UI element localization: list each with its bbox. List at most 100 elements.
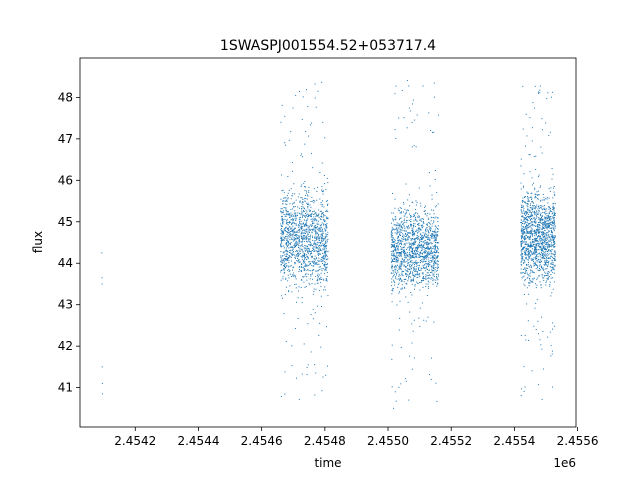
data-point — [398, 240, 400, 242]
data-point — [526, 212, 528, 214]
data-point — [401, 272, 403, 274]
data-point — [527, 220, 529, 221]
data-point — [415, 237, 417, 239]
data-point — [538, 267, 540, 269]
data-point — [326, 239, 328, 241]
data-point — [547, 336, 549, 338]
data-point — [326, 199, 328, 201]
data-point — [541, 275, 543, 277]
data-point — [317, 242, 319, 244]
data-point — [524, 221, 526, 223]
data-point — [529, 280, 531, 282]
data-point — [531, 253, 533, 255]
data-point — [306, 249, 308, 251]
data-point — [534, 262, 536, 264]
data-point — [414, 237, 416, 239]
data-point — [295, 278, 297, 280]
data-point — [306, 204, 308, 205]
data-point — [313, 222, 315, 224]
data-point — [299, 266, 301, 268]
data-point — [553, 245, 555, 247]
data-point — [520, 272, 522, 274]
data-point — [433, 245, 435, 247]
data-point — [424, 252, 426, 254]
data-point — [401, 280, 403, 282]
data-point — [536, 240, 538, 242]
data-point — [554, 234, 556, 236]
y-tick-label: 43 — [58, 298, 73, 312]
data-point — [535, 196, 537, 198]
data-point — [536, 243, 538, 245]
data-point — [308, 135, 310, 137]
data-point — [534, 252, 536, 254]
data-point — [398, 278, 400, 280]
data-point — [280, 210, 282, 212]
data-point — [530, 246, 532, 248]
data-point — [326, 226, 328, 228]
data-point — [294, 234, 296, 236]
data-point — [546, 272, 548, 274]
data-point — [548, 222, 550, 224]
data-point — [292, 275, 294, 277]
data-point — [392, 255, 394, 257]
data-point — [533, 238, 535, 240]
data-point — [542, 255, 544, 257]
data-point — [541, 398, 543, 400]
data-point — [301, 208, 303, 210]
data-point — [540, 228, 542, 230]
data-point — [531, 266, 533, 268]
data-point — [553, 254, 555, 256]
data-point — [546, 225, 548, 227]
data-point — [287, 290, 289, 292]
data-point — [427, 243, 429, 245]
data-point — [553, 208, 555, 210]
data-point — [520, 254, 522, 256]
data-point — [315, 245, 317, 247]
data-point — [428, 231, 430, 233]
data-point — [541, 238, 543, 240]
data-point — [294, 223, 296, 225]
data-point — [390, 236, 392, 238]
data-point — [297, 225, 299, 227]
data-point — [301, 302, 303, 304]
data-point — [404, 278, 406, 280]
data-point — [524, 279, 526, 281]
data-point — [412, 225, 414, 227]
data-point — [400, 212, 402, 214]
data-point — [306, 225, 308, 227]
data-point — [327, 218, 329, 220]
data-point — [327, 234, 329, 236]
data-point — [408, 254, 410, 256]
data-point — [408, 219, 410, 221]
data-point — [434, 260, 436, 262]
data-point — [428, 257, 430, 259]
data-point — [530, 212, 532, 214]
data-point — [282, 203, 284, 205]
data-point — [415, 262, 417, 264]
data-point — [397, 236, 399, 238]
data-point — [305, 230, 307, 232]
data-point — [531, 221, 533, 223]
data-point — [308, 236, 310, 238]
data-point — [549, 258, 551, 260]
data-point — [322, 259, 324, 261]
data-point — [414, 284, 416, 286]
data-point — [416, 114, 418, 116]
data-point — [305, 237, 307, 239]
data-point — [423, 267, 425, 269]
data-point — [534, 250, 536, 252]
data-point — [409, 243, 411, 245]
data-point — [422, 85, 424, 87]
data-point — [521, 228, 523, 230]
data-point — [309, 250, 311, 252]
data-point — [425, 277, 427, 279]
data-point — [428, 247, 430, 249]
data-point — [301, 238, 303, 240]
data-point — [524, 280, 526, 282]
data-point — [411, 146, 413, 148]
data-point — [541, 228, 543, 230]
data-point — [300, 216, 301, 218]
data-point — [284, 259, 286, 261]
data-point — [287, 258, 289, 260]
data-point — [531, 234, 533, 236]
